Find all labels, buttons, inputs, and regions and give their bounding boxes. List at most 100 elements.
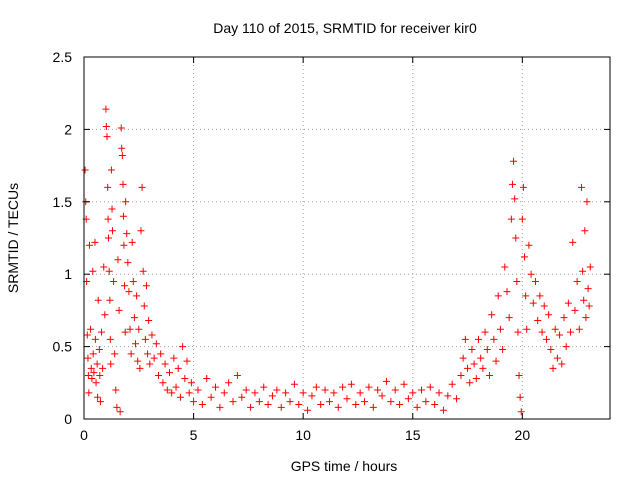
data-point [374,386,382,394]
y-tick-label: 1.5 [53,194,73,210]
data-point [464,364,472,372]
data-point [146,360,154,368]
data-point [531,277,539,285]
data-point [511,195,519,203]
data-point [317,401,325,409]
data-point [83,331,91,339]
data-point [505,314,513,322]
data-point [108,227,116,235]
x-tick-label: 10 [295,427,311,443]
data-point [448,380,456,388]
grid [84,57,610,419]
data-point [119,212,127,220]
data-point [325,398,333,406]
data-point [584,285,592,293]
data-point [112,386,120,394]
data-point [549,364,557,372]
data-point [321,386,329,394]
data-point [553,354,561,362]
data-point [207,393,215,401]
data-point [148,331,156,339]
data-point [225,379,233,387]
data-point [124,259,132,267]
data-point [295,401,303,409]
data-point [91,238,99,246]
data-point [87,364,95,372]
data-point [435,389,443,397]
data-point [558,360,566,368]
data-point [536,292,544,300]
data-point [339,383,347,391]
data-point [581,227,589,235]
data-point [330,389,338,397]
y-tick-label: 0.5 [53,339,73,355]
data-point [81,166,89,174]
data-point [501,263,509,271]
data-point [562,343,570,351]
chart-title: Day 110 of 2015, SRMTID for receiver kir… [213,20,477,36]
data-point [102,105,110,113]
data-point [152,340,160,348]
data-point [579,267,587,275]
data-point [468,345,476,353]
data-point [582,314,590,322]
data-point [299,389,307,397]
data-point [461,335,469,343]
data-point [85,389,93,397]
data-point [308,392,316,400]
data-point [418,386,426,394]
data-point [545,311,553,319]
data-point [110,277,118,285]
y-axis: 0 0.5 1 1.5 2 2.5 [53,49,610,427]
data-point [286,398,294,406]
data-point [136,364,144,372]
data-point [580,296,588,304]
data-point [126,325,134,333]
data-point [87,325,95,333]
data-point [396,401,404,409]
data-point [118,151,126,159]
data-point [106,296,114,304]
data-point [409,389,417,397]
data-point [521,253,529,261]
data-point [282,389,290,397]
data-point [229,398,237,406]
data-point [96,372,104,380]
data-point [365,383,373,391]
data-point [273,386,281,394]
data-point [540,302,548,310]
data-point [123,230,131,238]
data-point [95,345,103,353]
data-point [84,354,92,362]
data-point [120,241,128,249]
data-point [387,398,395,406]
data-point [176,393,184,401]
plot-frame [83,56,611,420]
data-point [494,292,502,300]
data-point [382,377,390,385]
data-point [361,398,369,406]
data-point [203,374,211,382]
data-point [94,296,102,304]
data-point [145,317,153,325]
data-point [378,392,386,400]
data-point [121,328,129,336]
data-point [547,345,555,353]
data-point [522,292,530,300]
data-point [140,302,148,310]
x-axis: 0 5 10 15 20 [80,57,530,443]
data-point [247,403,255,411]
x-axis-title: GPS time / hours [291,458,398,474]
data-point [181,374,189,382]
data-point [105,267,113,275]
data-point [334,403,342,411]
data-point [99,364,107,372]
data-point [114,256,122,264]
data-point [483,345,491,353]
data-point [85,241,93,249]
data-point [91,335,99,343]
data-point [573,277,581,285]
x-tick-label: 20 [515,427,531,443]
data-point [586,263,594,271]
